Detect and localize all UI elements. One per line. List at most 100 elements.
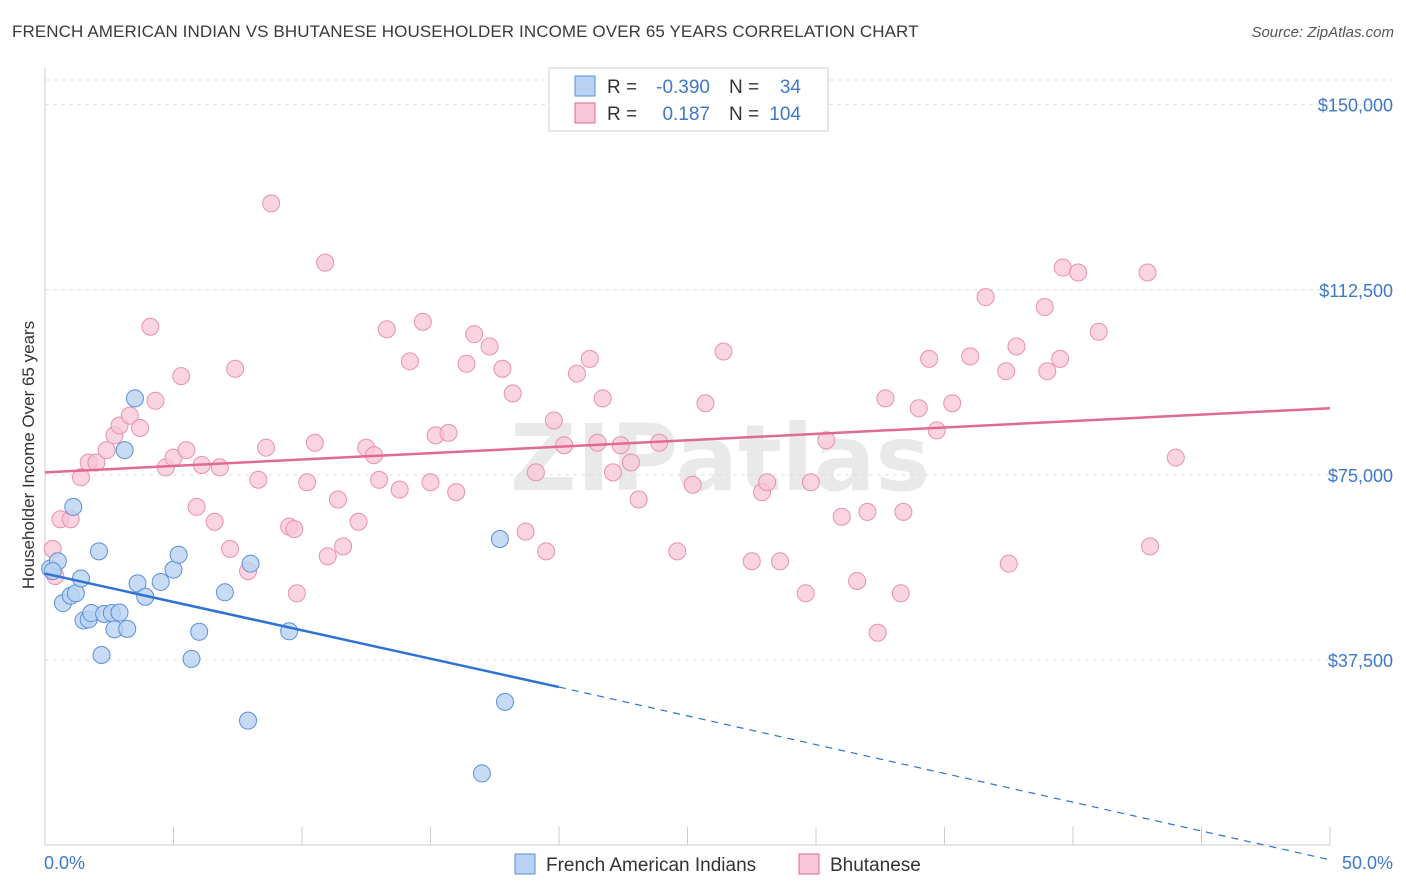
data-point-bhutanese: [742, 552, 761, 571]
data-point-bhutanese: [858, 502, 877, 521]
data-point-bhutanese: [876, 389, 895, 408]
legend-swatch-pink: [574, 102, 596, 124]
legend-n-value: 104: [769, 104, 801, 125]
data-point-bhutanese: [1051, 349, 1070, 368]
data-point-bhutanese: [1166, 448, 1185, 467]
data-point-french-american-indians: [64, 497, 83, 516]
data-point-bhutanese: [544, 411, 563, 430]
data-point-bhutanese: [526, 463, 545, 482]
data-point-bhutanese: [177, 441, 196, 460]
data-point-bhutanese: [943, 394, 962, 413]
data-point-bhutanese: [249, 470, 268, 489]
data-point-bhutanese: [439, 423, 458, 442]
data-point-bhutanese: [891, 584, 910, 603]
x-tick-labels: 0.0% 50.0%: [44, 853, 1393, 873]
data-point-bhutanese: [221, 539, 240, 558]
data-point-bhutanese: [187, 497, 206, 516]
source-label: Source: ZipAtlas.com: [1251, 24, 1394, 41]
legend-r-label: R =: [607, 104, 637, 125]
data-point-bhutanese: [976, 288, 995, 307]
data-point-bhutanese: [927, 421, 946, 440]
data-point-bhutanese: [120, 406, 139, 425]
data-point-french-american-indians: [118, 619, 137, 638]
y-tick-labels: $37,500 $75,000 $112,500 $150,000: [1318, 96, 1393, 671]
data-point-bhutanese: [537, 542, 556, 561]
data-point-bhutanese: [1035, 298, 1054, 317]
data-point-bhutanese: [370, 470, 389, 489]
data-point-bhutanese: [603, 463, 622, 482]
data-point-bhutanese: [848, 571, 867, 590]
trend-lines: [44, 406, 1331, 861]
data-point-bhutanese: [465, 325, 484, 344]
trend-line-bhutanese: [44, 406, 1331, 474]
data-point-bhutanese: [1069, 263, 1088, 282]
legend-box: R = -0.390 N = 34 R = 0.187 N = 104: [548, 67, 829, 132]
data-point-french-american-indians: [151, 572, 170, 591]
data-point-bhutanese: [961, 347, 980, 366]
data-point-bhutanese: [516, 522, 535, 541]
data-point-bhutanese: [493, 359, 512, 378]
data-point-french-american-indians: [490, 530, 509, 548]
data-point-bhutanese: [1007, 337, 1026, 356]
chart-title: FRENCH AMERICAN INDIAN VS BHUTANESE HOUS…: [12, 22, 919, 41]
data-point-bhutanese: [1138, 263, 1157, 282]
data-point-bhutanese: [377, 320, 396, 339]
data-point-bhutanese: [593, 389, 612, 408]
legend-r-label: R =: [607, 77, 637, 98]
data-point-bhutanese: [909, 399, 928, 418]
data-point-bhutanese: [71, 468, 90, 487]
legend-n-label: N =: [729, 77, 759, 98]
bottom-legend-swatch-pink: [798, 853, 820, 875]
y-tick-label: $150,000: [1318, 96, 1393, 116]
data-point-french-american-indians: [496, 692, 515, 711]
data-point-bhutanese: [421, 473, 440, 492]
legend-n-value: 34: [780, 77, 802, 98]
legend-swatch-blue: [574, 75, 596, 97]
trend-line-extension-french-american-indians: [558, 686, 1331, 861]
data-point-bhutanese: [318, 547, 337, 566]
bottom-legend-swatch-blue: [514, 853, 536, 875]
data-point-bhutanese: [621, 453, 640, 472]
y-tick-label: $112,500: [1319, 281, 1393, 301]
data-point-bhutanese: [131, 418, 150, 437]
data-point-french-american-indians: [115, 441, 134, 460]
x-tick-label: 50.0%: [1342, 853, 1393, 873]
data-point-bhutanese: [400, 352, 419, 371]
data-point-bhutanese: [390, 480, 409, 499]
data-point-french-american-indians: [190, 622, 209, 641]
data-point-bhutanese: [285, 520, 304, 539]
data-point-bhutanese: [146, 391, 165, 410]
legend-r-value: -0.390: [656, 77, 710, 98]
data-point-french-american-indians: [241, 554, 260, 573]
data-point-bhutanese: [668, 542, 687, 561]
y-tick-label: $75,000: [1328, 466, 1393, 486]
data-point-french-american-indians: [110, 603, 129, 622]
data-point-french-american-indians: [128, 574, 147, 593]
y-tick-label: $37,500: [1328, 651, 1393, 671]
data-point-bhutanese: [997, 362, 1016, 381]
data-point-bhutanese: [894, 502, 913, 521]
x-tick-label: 0.0%: [44, 853, 85, 873]
data-point-bhutanese: [413, 312, 432, 331]
data-point-french-american-indians: [92, 645, 111, 664]
data-point-french-american-indians: [239, 711, 258, 730]
y-axis-label: Householder Income Over 65 years: [19, 321, 38, 589]
data-point-bhutanese: [205, 512, 224, 531]
axes: [44, 68, 1331, 846]
legend-n-label: N =: [729, 104, 759, 125]
data-point-bhutanese: [1141, 537, 1160, 556]
data-point-bhutanese: [580, 349, 599, 368]
data-point-bhutanese: [1089, 322, 1108, 341]
data-point-bhutanese: [696, 394, 715, 413]
watermark: ZIPatlas: [510, 405, 930, 512]
data-point-bhutanese: [298, 473, 317, 492]
data-point-bhutanese: [796, 584, 815, 603]
data-point-bhutanese: [817, 431, 836, 450]
data-point-bhutanese: [457, 354, 476, 373]
trend-line-french-american-indians: [44, 572, 560, 689]
data-point-bhutanese: [1053, 258, 1072, 277]
data-point-bhutanese: [97, 441, 116, 460]
data-point-bhutanese: [920, 349, 939, 368]
data-point-bhutanese: [801, 473, 820, 492]
